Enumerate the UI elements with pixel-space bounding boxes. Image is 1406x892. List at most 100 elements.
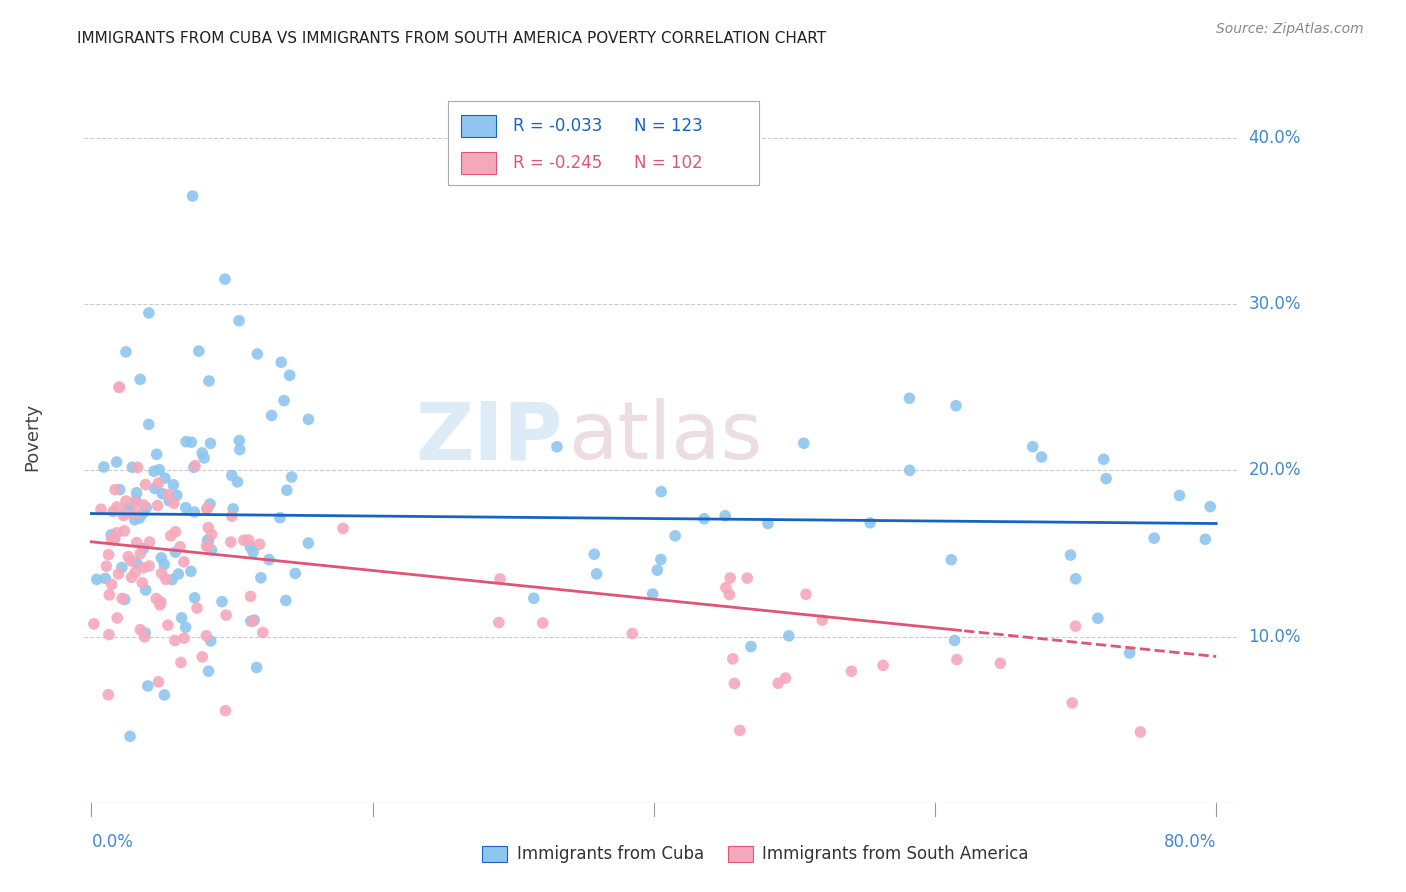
Point	[898, 391, 921, 405]
FancyBboxPatch shape	[447, 101, 759, 185]
Point	[100, 528, 122, 542]
Point	[197, 533, 219, 548]
Point	[222, 502, 245, 516]
Point	[174, 620, 197, 634]
Point	[243, 613, 266, 627]
Point	[1062, 696, 1084, 710]
FancyBboxPatch shape	[728, 846, 754, 862]
Text: 0.0%: 0.0%	[91, 833, 134, 851]
Point	[1092, 452, 1115, 467]
Point	[945, 399, 967, 413]
Point	[211, 595, 233, 609]
Point	[118, 502, 141, 516]
Point	[988, 657, 1011, 671]
Point	[131, 575, 153, 590]
Point	[155, 573, 177, 587]
Point	[187, 344, 209, 359]
Point	[811, 613, 834, 627]
Point	[523, 591, 546, 606]
Point	[136, 679, 159, 693]
Point	[193, 450, 215, 465]
Point	[1168, 488, 1191, 502]
Point	[1095, 472, 1118, 486]
Point	[138, 535, 160, 549]
Point	[153, 471, 176, 485]
Point	[146, 499, 169, 513]
Point	[145, 447, 167, 461]
Point	[239, 590, 262, 604]
Point	[112, 508, 135, 523]
Point	[160, 573, 183, 587]
Point	[195, 501, 218, 516]
Point	[221, 468, 243, 483]
Point	[1064, 572, 1087, 586]
Point	[186, 601, 208, 615]
Point	[228, 314, 250, 328]
Point	[721, 652, 744, 666]
Point	[157, 487, 180, 501]
Point	[173, 555, 195, 569]
FancyBboxPatch shape	[461, 115, 496, 137]
Point	[132, 498, 155, 512]
Point	[183, 460, 205, 475]
Point	[740, 640, 762, 654]
Point	[488, 615, 510, 630]
Point	[778, 629, 800, 643]
Point	[200, 527, 222, 541]
Point	[214, 704, 236, 718]
Point	[198, 374, 221, 388]
Text: N = 102: N = 102	[634, 153, 703, 172]
Point	[872, 658, 894, 673]
Point	[169, 540, 191, 554]
Text: ZIP: ZIP	[416, 398, 562, 476]
Text: 80.0%: 80.0%	[1164, 833, 1216, 851]
Point	[489, 572, 512, 586]
Point	[112, 524, 135, 538]
Point	[794, 587, 817, 601]
Point	[246, 347, 269, 361]
Point	[1031, 450, 1053, 464]
Point	[197, 500, 219, 515]
Point	[129, 547, 152, 561]
Point	[664, 529, 686, 543]
Point	[94, 572, 117, 586]
Point	[775, 671, 797, 685]
Point	[1143, 531, 1166, 545]
Point	[276, 483, 298, 498]
Point	[124, 506, 146, 520]
Point	[157, 493, 180, 508]
Point	[145, 591, 167, 606]
Point	[766, 676, 789, 690]
Point	[195, 629, 218, 643]
Point	[115, 344, 138, 359]
Point	[191, 649, 214, 664]
Point	[134, 626, 156, 640]
Point	[138, 558, 160, 573]
Point	[946, 652, 969, 666]
Point	[111, 591, 134, 606]
Point	[219, 535, 242, 549]
Point	[163, 633, 186, 648]
Point	[714, 508, 737, 523]
Point	[859, 516, 882, 530]
Text: Source: ZipAtlas.com: Source: ZipAtlas.com	[1216, 22, 1364, 37]
Text: 30.0%: 30.0%	[1249, 295, 1301, 313]
Point	[97, 627, 120, 641]
Point	[841, 665, 863, 679]
Point	[1064, 619, 1087, 633]
Point	[124, 566, 146, 580]
Point	[162, 478, 184, 492]
Point	[174, 434, 197, 449]
Text: Poverty: Poverty	[24, 403, 42, 471]
Point	[156, 618, 179, 632]
Point	[197, 539, 219, 553]
Point	[650, 552, 672, 566]
Point	[108, 380, 131, 394]
Point	[150, 566, 173, 581]
Point	[104, 483, 127, 497]
Point	[184, 458, 207, 473]
Point	[148, 674, 170, 689]
Point	[242, 545, 264, 559]
Text: R = -0.245: R = -0.245	[513, 153, 603, 172]
Point	[121, 460, 143, 475]
